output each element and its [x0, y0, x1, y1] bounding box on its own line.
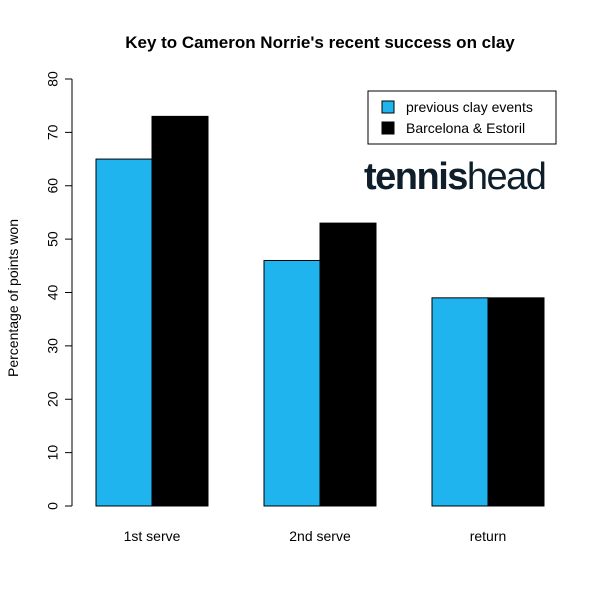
watermark-part-2: head	[467, 156, 546, 198]
bar-1st-serve-series-1	[151, 115, 209, 507]
category-labels: 1st serve 2nd serve return	[124, 528, 507, 544]
bar-return-series-1	[487, 297, 545, 507]
y-tick-label: 20	[45, 391, 61, 407]
y-tick-label: 50	[45, 231, 61, 247]
legend-label-barcelona-estoril: Barcelona & Estoril	[406, 120, 525, 136]
svg-text:tennishead: tennishead	[364, 156, 545, 198]
tennishead-watermark: tennishead	[364, 156, 547, 198]
y-tick-label: 70	[45, 124, 61, 140]
legend-swatch-previous-clay-events	[381, 100, 395, 114]
bar-1st-serve-series-0	[95, 158, 153, 507]
legend: previous clay events Barcelona & Estoril	[367, 90, 557, 145]
chart-title: Key to Cameron Norrie's recent success o…	[125, 33, 515, 52]
watermark-part-1: tennis	[364, 156, 467, 198]
bar-2nd-serve-series-1	[319, 222, 377, 507]
y-tick-label: 10	[45, 445, 61, 461]
y-tick-label: 40	[45, 285, 61, 301]
bar-2nd-serve-series-0	[263, 259, 321, 507]
bar-return-series-0	[431, 297, 489, 507]
legend-label-previous-clay-events: previous clay events	[406, 99, 533, 115]
y-tick-label: 30	[45, 338, 61, 354]
category-label: return	[470, 528, 507, 544]
y-tick-label: 80	[45, 71, 61, 87]
bars	[95, 115, 545, 507]
legend-swatch-barcelona-estoril	[381, 121, 395, 135]
y-tick-label: 60	[45, 178, 61, 194]
legend-box	[367, 90, 557, 145]
y-tick-label: 0	[45, 502, 61, 510]
category-label: 2nd serve	[289, 528, 351, 544]
y-axis: 0 10 20 30 40 50 60 70 80	[45, 71, 73, 510]
category-label: 1st serve	[124, 528, 181, 544]
y-axis-label: Percentage of points won	[5, 219, 21, 377]
